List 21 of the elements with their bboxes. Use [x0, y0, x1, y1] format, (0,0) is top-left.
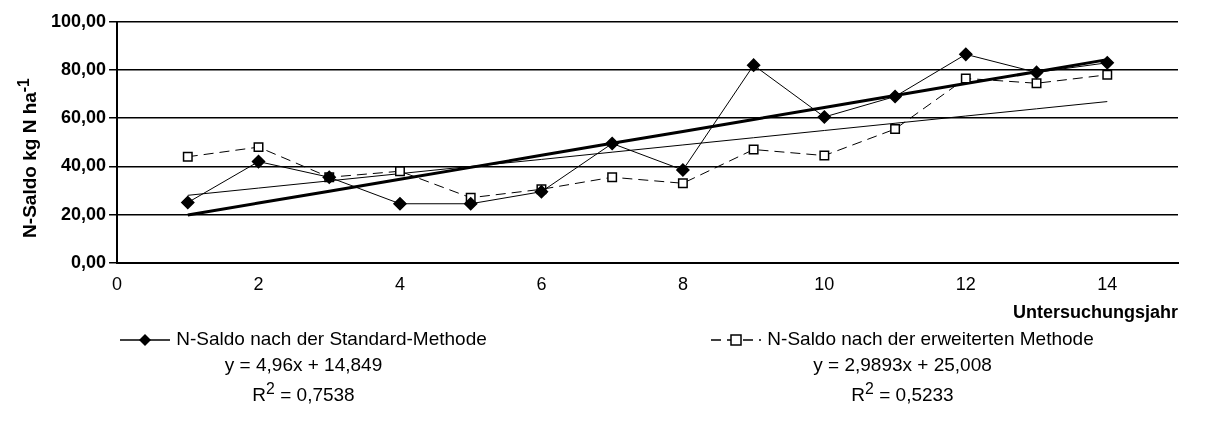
y-tick-label: 80,00 [61, 58, 107, 79]
x-tick-label: 12 [955, 273, 976, 294]
text: R$^{2}$ = 0,7538 [251, 380, 356, 407]
x-tick-label: 6 [536, 273, 547, 294]
text: R$^{2}$ = 0,5233 [850, 380, 955, 407]
y-tick-label: 60,00 [61, 107, 107, 128]
x-axis-title: Untersuchungsjahr [1012, 302, 1178, 323]
x-tick-label: 0 [112, 273, 123, 294]
y-tick-label: 100,00 [50, 10, 107, 31]
x-tick-label: 4 [394, 273, 405, 294]
x-tick-label: 14 [1097, 273, 1118, 294]
legend-label: N-Saldo nach der Standard-Methode [175, 328, 487, 350]
text: y = 2,9893x + 25,008 [812, 354, 993, 376]
legend-label: N-Saldo nach der erweiterten Methode [766, 328, 1094, 350]
y-tick-label: 20,00 [61, 203, 107, 224]
x-tick-label: 8 [677, 273, 688, 294]
y-tick-label: 0,00 [71, 251, 107, 272]
x-tick-label: 10 [814, 273, 835, 294]
y-tick-label: 40,00 [61, 155, 107, 176]
x-tick-label: 2 [253, 273, 264, 294]
text: y = 4,96x + 14,849 [223, 354, 384, 376]
